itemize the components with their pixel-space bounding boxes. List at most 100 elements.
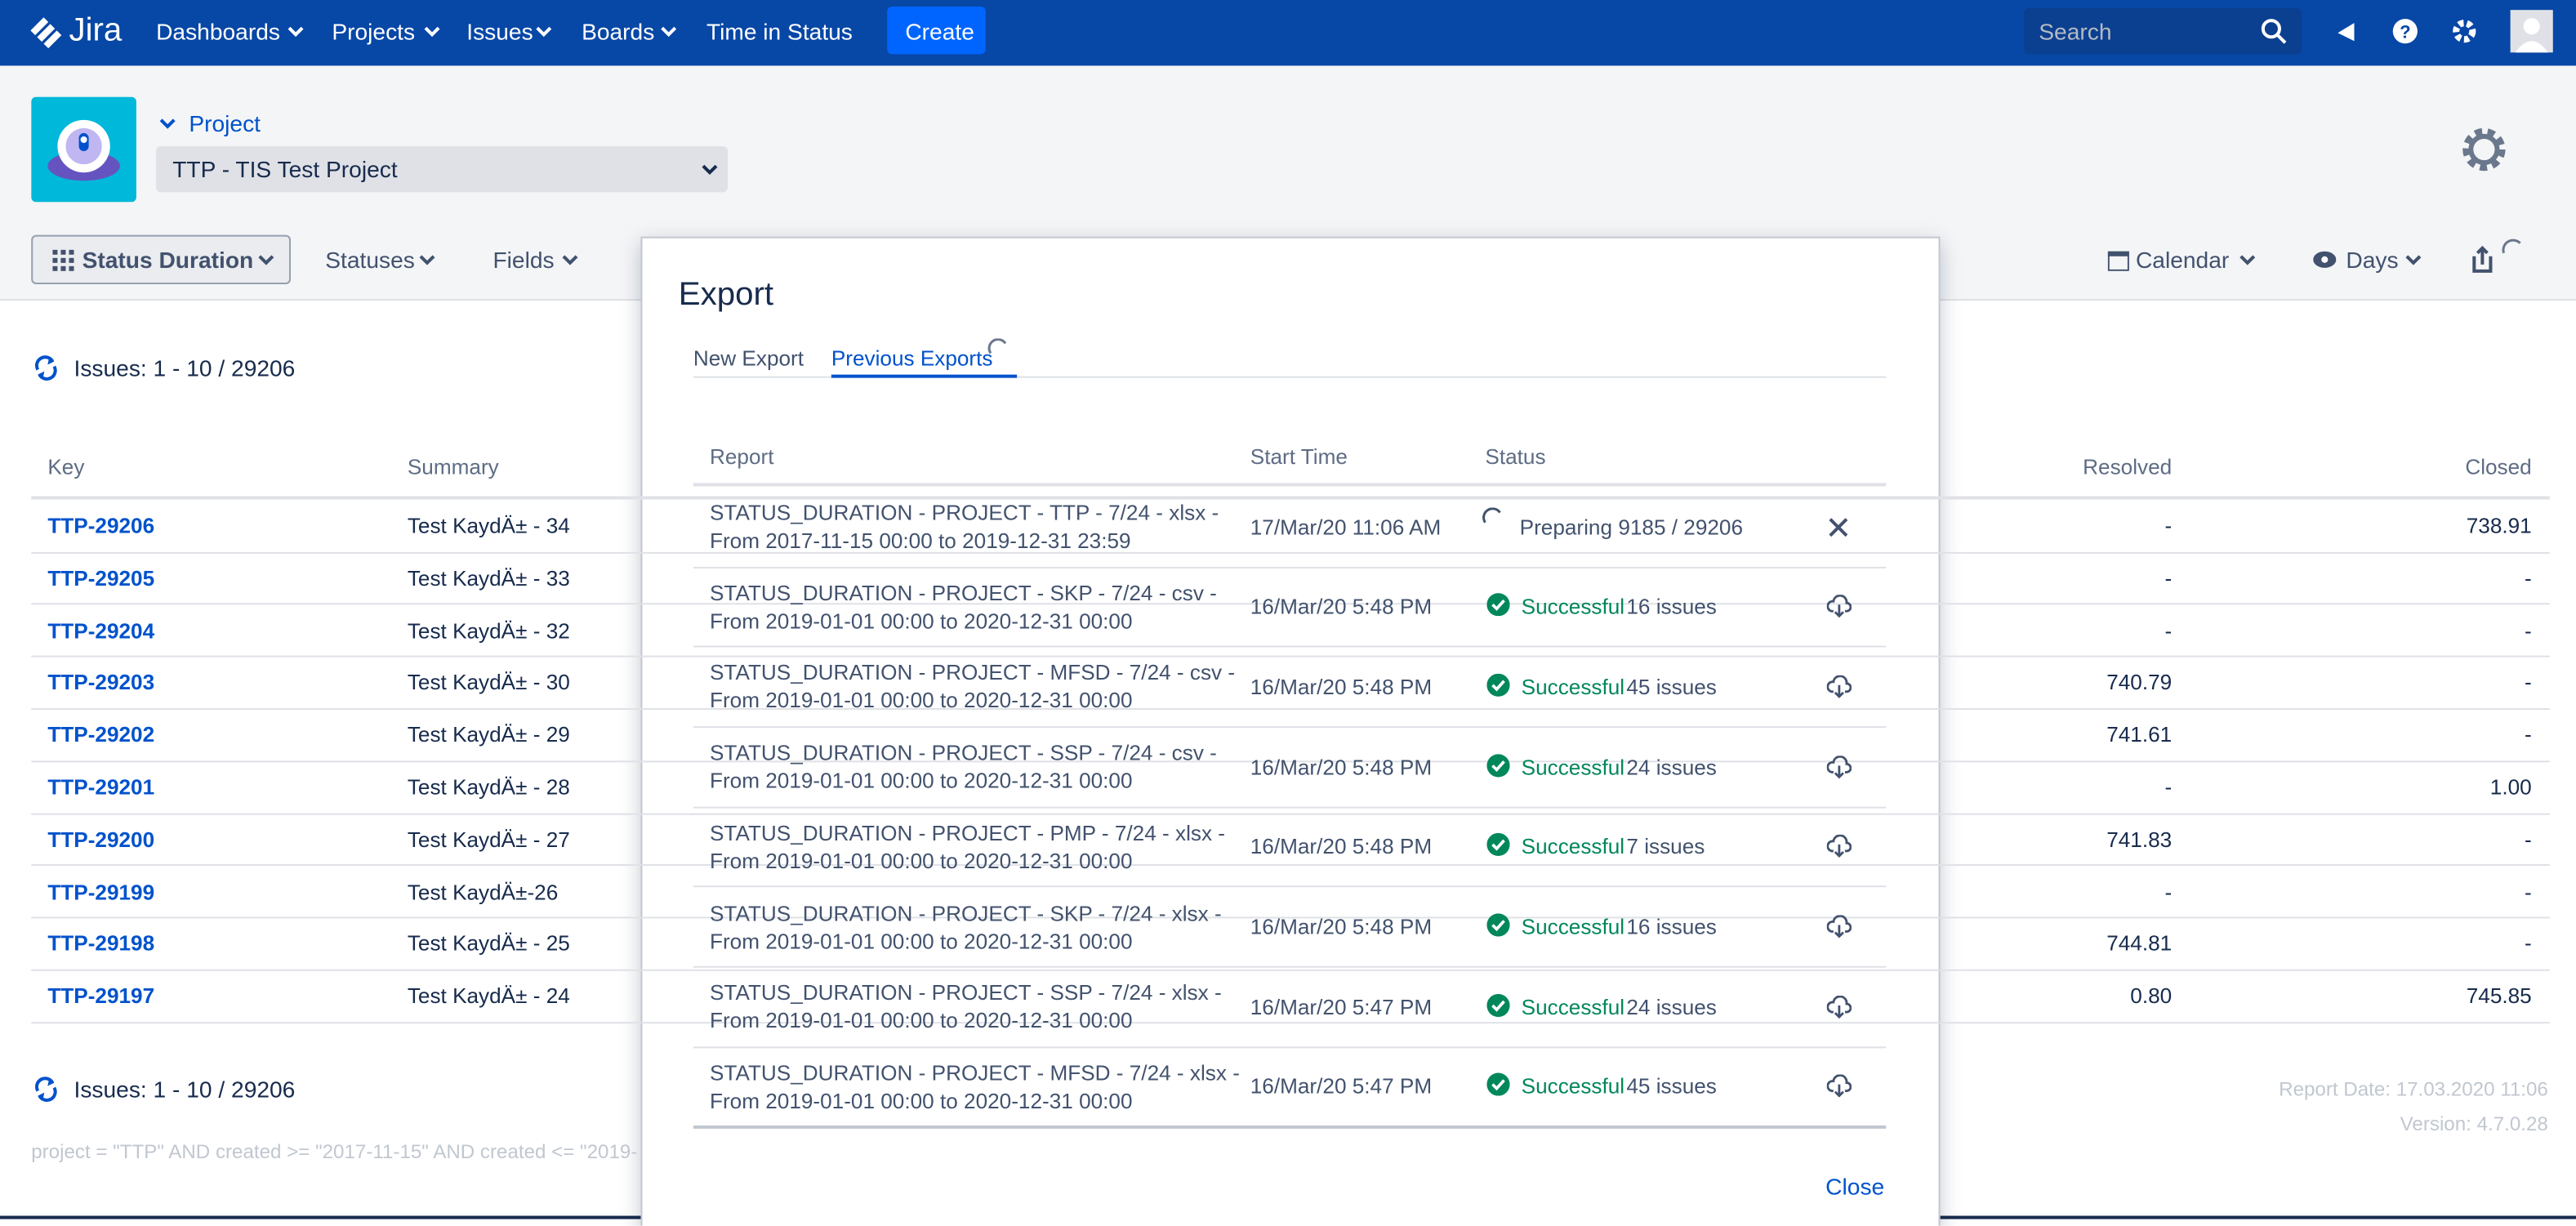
fields-dropdown[interactable]: Fields bbox=[492, 247, 554, 273]
logo-text: Jira bbox=[69, 12, 122, 50]
download-icon[interactable] bbox=[1827, 995, 1852, 1018]
resolved-value: 741.61 bbox=[2106, 722, 2172, 747]
status-text: Preparing bbox=[1520, 515, 1612, 539]
issues-count: Issues: 1 - 10 / 29206 bbox=[74, 354, 296, 381]
notifications-icon[interactable] bbox=[2334, 18, 2360, 44]
closed-value: - bbox=[2525, 618, 2532, 643]
report-range: From 2017-11-15 00:00 to 2019-12-31 23:5… bbox=[710, 528, 1131, 553]
issue-key[interactable]: TTP-29202 bbox=[47, 722, 154, 747]
status-check bbox=[1486, 913, 1509, 936]
chevron bbox=[258, 253, 274, 266]
chevron bbox=[702, 163, 718, 176]
start-time: 16/Mar/20 5:48 PM bbox=[1250, 754, 1432, 778]
row-border bbox=[693, 566, 1886, 568]
help-icon[interactable]: ? bbox=[2392, 18, 2418, 44]
closed-value: - bbox=[2525, 931, 2532, 956]
download-icon[interactable] bbox=[1827, 835, 1852, 858]
issue-summary: Test KaydÄ± - 32 bbox=[408, 618, 570, 643]
status-spinner bbox=[1482, 507, 1504, 530]
status-check bbox=[1486, 833, 1509, 856]
settings-icon[interactable] bbox=[2451, 18, 2477, 44]
issue-summary: Test KaydÄ± - 28 bbox=[408, 774, 570, 799]
download-icon[interactable] bbox=[1827, 1075, 1852, 1098]
issue-key[interactable]: TTP-29204 bbox=[47, 618, 154, 643]
refresh-icon[interactable] bbox=[33, 1077, 59, 1103]
tab-spinner bbox=[987, 338, 1010, 361]
version: Version: 4.7.0.28 bbox=[2400, 1112, 2548, 1135]
report-line: STATUS_DURATION - PROJECT - MFSD - 7/24 … bbox=[710, 1060, 1240, 1085]
column-header: Report bbox=[710, 444, 774, 469]
issue-key[interactable]: TTP-29206 bbox=[47, 514, 154, 538]
issue-progress: 9185 / 29206 bbox=[1618, 515, 1743, 539]
modal-title: Export bbox=[679, 277, 773, 314]
calendar-dropdown[interactable]: Calendar bbox=[2136, 247, 2229, 273]
resolved-value: 741.83 bbox=[2106, 827, 2172, 851]
report-range: From 2019-01-01 00:00 to 2020-12-31 00:0… bbox=[710, 849, 1133, 873]
report-range: From 2019-01-01 00:00 to 2020-12-31 00:0… bbox=[710, 1008, 1133, 1032]
close-link[interactable]: Close bbox=[1825, 1173, 1884, 1199]
status-text: Successful bbox=[1522, 595, 1624, 619]
issue-key[interactable]: TTP-29200 bbox=[47, 827, 154, 851]
tab[interactable]: New Export bbox=[693, 346, 804, 370]
row-border bbox=[693, 646, 1886, 648]
report-line: STATUS_DURATION - PROJECT - SKP - 7/24 -… bbox=[710, 900, 1222, 925]
issue-key[interactable]: TTP-29203 bbox=[47, 670, 154, 694]
row-border bbox=[693, 806, 1886, 808]
report-line: STATUS_DURATION - PROJECT - TTP - 7/24 -… bbox=[710, 501, 1219, 525]
nav-item[interactable]: Boards bbox=[582, 18, 654, 44]
eye-icon bbox=[2313, 250, 2336, 270]
create-label: Create bbox=[905, 18, 974, 44]
view-label: Status Duration bbox=[82, 247, 254, 273]
download-icon[interactable] bbox=[1827, 755, 1852, 778]
jql-query: project = "TTP" AND created >= "2017-11-… bbox=[31, 1140, 637, 1163]
issue-key[interactable]: TTP-29205 bbox=[47, 566, 154, 591]
issue-key[interactable]: TTP-29201 bbox=[47, 774, 154, 799]
avatar[interactable] bbox=[2511, 10, 2553, 52]
search-placeholder: Search bbox=[2039, 18, 2111, 44]
issue-progress: 16 issues bbox=[1626, 595, 1716, 619]
download-icon[interactable] bbox=[1827, 595, 1852, 618]
download-icon[interactable] bbox=[1827, 675, 1852, 698]
nav-item[interactable]: Projects bbox=[332, 18, 415, 44]
resolved-value: 740.79 bbox=[2106, 670, 2172, 694]
issue-key[interactable]: TTP-29198 bbox=[47, 931, 154, 956]
status-check bbox=[1486, 594, 1509, 617]
statuses-dropdown[interactable]: Statuses bbox=[325, 247, 415, 273]
chevron bbox=[536, 25, 552, 38]
row-border bbox=[693, 726, 1886, 728]
nav-item[interactable]: Issues bbox=[466, 18, 533, 44]
nav-item[interactable]: Dashboards bbox=[156, 18, 280, 44]
issue-key[interactable]: TTP-29199 bbox=[47, 879, 154, 903]
refresh-icon[interactable] bbox=[33, 354, 59, 381]
cancel-icon[interactable] bbox=[1829, 517, 1848, 537]
calendar-icon bbox=[2108, 250, 2129, 271]
start-time: 16/Mar/20 5:48 PM bbox=[1250, 675, 1432, 699]
issue-summary: Test KaydÄ± - 25 bbox=[408, 931, 570, 956]
days-dropdown[interactable]: Days bbox=[2346, 247, 2398, 273]
issue-key[interactable]: TTP-29197 bbox=[47, 983, 154, 1008]
row-border bbox=[693, 886, 1886, 888]
chevron bbox=[159, 117, 176, 130]
export-icon[interactable] bbox=[2469, 245, 2495, 274]
column-header: Key bbox=[47, 454, 84, 479]
status-check bbox=[1486, 753, 1509, 776]
issues-count: Issues: 1 - 10 / 29206 bbox=[74, 1077, 296, 1103]
report-line: STATUS_DURATION - PROJECT - MFSD - 7/24 … bbox=[710, 660, 1235, 684]
chevron bbox=[2405, 253, 2422, 266]
start-time: 16/Mar/20 5:47 PM bbox=[1250, 1074, 1432, 1099]
status-text: Successful bbox=[1522, 1074, 1624, 1099]
column-header: Closed bbox=[2465, 454, 2531, 479]
report-line: STATUS_DURATION - PROJECT - PMP - 7/24 -… bbox=[710, 820, 1225, 845]
tab-active[interactable]: Previous Exports bbox=[831, 346, 993, 370]
download-icon[interactable] bbox=[1827, 915, 1852, 938]
project-label[interactable]: Project bbox=[189, 110, 261, 136]
nav-item[interactable]: Time in Status bbox=[706, 18, 853, 44]
issue-summary: Test KaydÄ± - 33 bbox=[408, 566, 570, 591]
start-time: 16/Mar/20 5:48 PM bbox=[1250, 595, 1432, 619]
issue-summary: Test KaydÄ± - 27 bbox=[408, 827, 570, 851]
status-text: Successful bbox=[1522, 675, 1624, 699]
resolved-value: - bbox=[2164, 618, 2172, 643]
report-range: From 2019-01-01 00:00 to 2020-12-31 00:0… bbox=[710, 1088, 1133, 1112]
settings-gear[interactable] bbox=[2458, 123, 2510, 176]
